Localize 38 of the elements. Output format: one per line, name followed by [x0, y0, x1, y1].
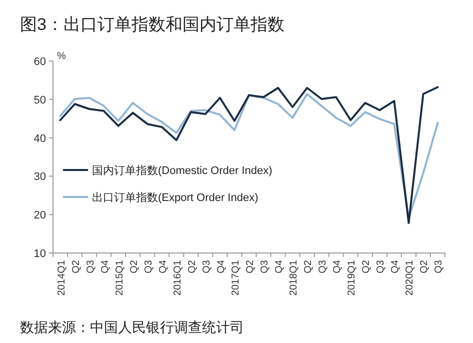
x-tick-label: Q2 [419, 260, 430, 274]
x-tick-label: 2014Q1 [56, 260, 68, 296]
x-tick-label: Q3 [260, 260, 271, 274]
y-tick-label: 60 [34, 56, 46, 68]
y-axis-title: % [57, 51, 66, 62]
x-tick-label: 2018Q1 [288, 260, 300, 296]
source-note: 数据来源：中国人民银行调查统计司 [20, 319, 244, 335]
x-tick-label: Q2 [128, 260, 140, 274]
x-tick-label: Q2 [70, 260, 82, 274]
x-tick-label: Q4 [158, 260, 169, 274]
y-tick-label: 10 [34, 248, 46, 260]
y-tick-label: 40 [34, 132, 46, 145]
y-tick-label: 50 [34, 94, 46, 106]
x-tick-label: Q2 [361, 260, 372, 274]
x-tick-label: Q4 [216, 260, 227, 274]
x-tick-label: Q3 [376, 260, 387, 274]
x-tick-label: Q4 [332, 260, 344, 274]
x-tick-label: Q3 [201, 260, 212, 274]
x-tick-label: 2016Q1 [172, 260, 184, 296]
x-tick-label: Q2 [186, 260, 198, 274]
x-tick-label: 2017Q1 [230, 260, 242, 296]
x-tick-label: Q3 [318, 260, 329, 274]
x-tick-label: Q4 [100, 260, 111, 274]
x-tick-label: Q3 [434, 260, 445, 274]
x-tick-label: 2015Q1 [114, 260, 126, 296]
x-tick-label: 2019Q1 [346, 260, 358, 296]
x-tick-label: 2020Q1 [404, 260, 416, 296]
x-tick-label: Q4 [390, 260, 402, 274]
legend-label: 国内订单指数(Domestic Order Index) [92, 164, 272, 177]
chart-title: 图3：出口订单指数和国内订单指数 [20, 15, 284, 34]
x-tick-label: Q4 [274, 260, 286, 274]
x-tick-label: Q3 [85, 260, 96, 274]
legend-label: 出口订单指数(Export Order Index) [92, 191, 258, 204]
x-tick-label: Q2 [245, 260, 256, 274]
y-tick-label: 30 [34, 171, 46, 184]
y-tick-label: 20 [34, 210, 46, 222]
x-tick-label: Q2 [303, 260, 314, 274]
x-tick-label: Q3 [143, 260, 154, 274]
